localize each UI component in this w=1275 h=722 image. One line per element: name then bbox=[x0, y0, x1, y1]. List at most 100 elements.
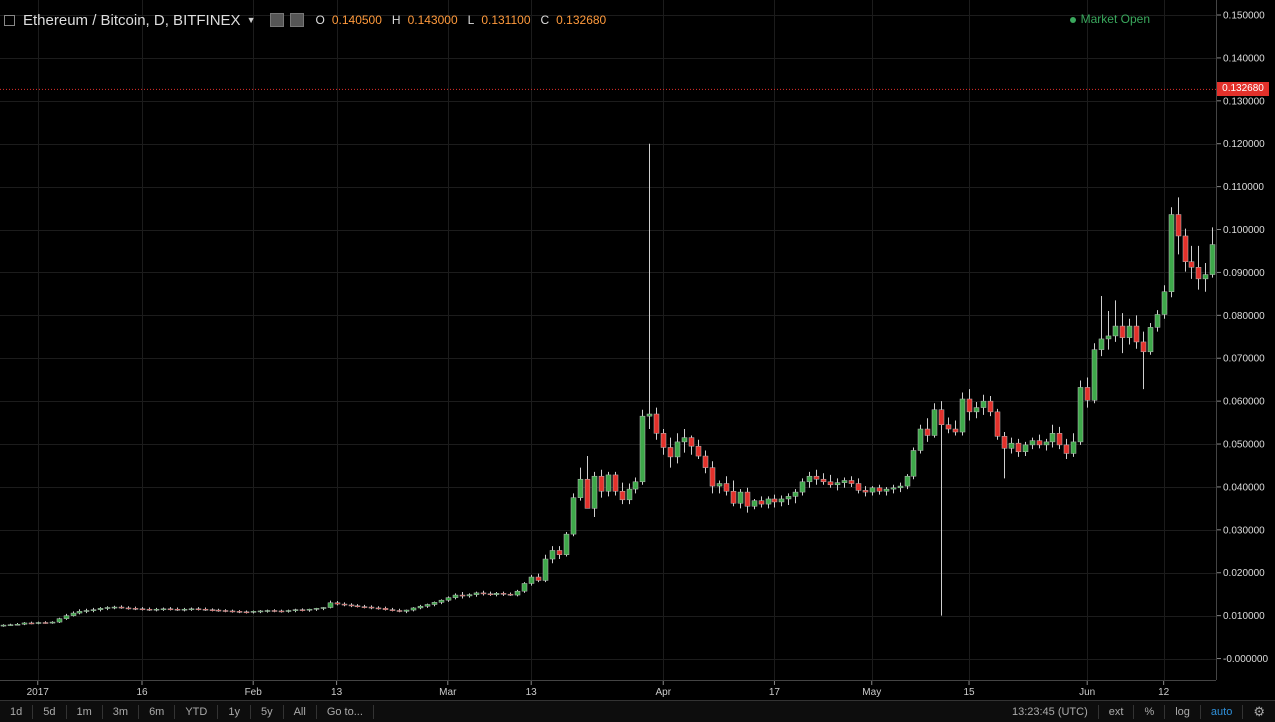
candle-body bbox=[396, 610, 403, 612]
range-5y-button[interactable]: 5y bbox=[251, 704, 284, 719]
candle-body bbox=[480, 592, 487, 595]
candle-body bbox=[883, 488, 890, 492]
candle-body bbox=[771, 498, 778, 503]
candle-body bbox=[334, 602, 341, 605]
candle-body bbox=[1029, 440, 1036, 446]
candle-body bbox=[0, 624, 7, 627]
candle-body bbox=[605, 474, 612, 492]
candle-body bbox=[674, 441, 681, 458]
candle-body bbox=[97, 608, 104, 610]
candle-body bbox=[876, 487, 883, 492]
collapse-legend-icon[interactable] bbox=[4, 14, 15, 26]
candle-body bbox=[980, 400, 987, 408]
candle-body bbox=[570, 497, 577, 535]
price-tick-label: 0.010000 bbox=[1223, 611, 1265, 622]
candle-body bbox=[1154, 314, 1161, 328]
gear-icon[interactable]: ⚙ bbox=[1242, 704, 1275, 719]
percent-toggle[interactable]: % bbox=[1133, 704, 1164, 719]
candle-body bbox=[855, 483, 862, 491]
candle-body bbox=[716, 483, 723, 487]
candle-body bbox=[361, 606, 368, 608]
candle-body bbox=[35, 622, 42, 624]
range-1d-button[interactable]: 1d bbox=[0, 704, 34, 719]
candle-body bbox=[271, 610, 278, 612]
ext-toggle[interactable]: ext bbox=[1097, 704, 1134, 719]
candle-body bbox=[424, 604, 431, 607]
candle-body bbox=[70, 612, 77, 616]
ohlc-high-value: 0.143000 bbox=[407, 13, 458, 27]
candle-body bbox=[1077, 387, 1084, 443]
candle-body bbox=[320, 607, 327, 609]
ohlc-close-label: C bbox=[540, 13, 550, 27]
candle-body bbox=[1202, 274, 1209, 280]
candle-body bbox=[626, 488, 633, 501]
candle-body bbox=[584, 478, 591, 509]
symbol-caret-down-icon[interactable]: ▼ bbox=[246, 15, 256, 25]
goto-date-button[interactable]: Go to... bbox=[317, 704, 374, 719]
candle-body bbox=[646, 413, 653, 417]
range-1m-button[interactable]: 1m bbox=[67, 704, 103, 719]
range-5d-button[interactable]: 5d bbox=[33, 704, 67, 719]
price-tick-label: 0.050000 bbox=[1223, 440, 1265, 451]
candle-body bbox=[834, 482, 841, 486]
candle-body bbox=[938, 409, 945, 425]
candle-body bbox=[799, 481, 806, 493]
candle-body bbox=[417, 605, 424, 609]
range-6m-button[interactable]: 6m bbox=[139, 704, 176, 719]
candle-body bbox=[250, 611, 257, 613]
price-tick-label: 0.090000 bbox=[1223, 268, 1265, 279]
candle-body bbox=[1182, 235, 1189, 262]
log-toggle[interactable]: log bbox=[1164, 704, 1200, 719]
time-tick-label: Apr bbox=[655, 687, 671, 698]
range-3m-button[interactable]: 3m bbox=[103, 704, 140, 719]
clock-display[interactable]: 13:23:45 (UTC) bbox=[1011, 705, 1088, 718]
candle-body bbox=[945, 424, 952, 430]
candle-body bbox=[591, 475, 598, 509]
candle-body bbox=[1195, 267, 1202, 280]
auto-scale-toggle[interactable]: auto bbox=[1199, 704, 1242, 719]
price-tick-label: 0.110000 bbox=[1223, 182, 1264, 193]
candle-body bbox=[792, 491, 799, 497]
price-tick-label: 0.130000 bbox=[1223, 96, 1265, 107]
candle-body bbox=[118, 606, 125, 609]
range-ytd-button[interactable]: YTD bbox=[175, 704, 219, 719]
candle-body bbox=[1126, 325, 1133, 338]
candle-body bbox=[466, 594, 473, 597]
candle-body bbox=[299, 609, 306, 611]
candle-body bbox=[660, 433, 667, 448]
time-axis[interactable]: 2017 16 Feb 13 Mar 13 Apr 17 May 15 Jun 12 bbox=[0, 680, 1216, 701]
candle-body bbox=[904, 475, 911, 487]
symbol-title[interactable]: Ethereum / Bitcoin, D, BITFINEX bbox=[23, 11, 241, 29]
candle-body bbox=[987, 400, 994, 413]
candle-body bbox=[285, 610, 292, 612]
candle-body bbox=[1161, 291, 1168, 315]
time-axis-svg: 2017 16 Feb 13 Mar 13 Apr 17 May 15 Jun 12 bbox=[27, 681, 1170, 698]
candle-body bbox=[931, 409, 938, 436]
market-open-dot-icon bbox=[1069, 16, 1076, 23]
price-tick-label: 0.030000 bbox=[1223, 525, 1265, 536]
price-axis[interactable]: 0.150000 0.140000 0.130000 0.120000 0.110000… bbox=[1216, 0, 1275, 680]
candle-body bbox=[500, 593, 507, 595]
candle-body bbox=[1175, 214, 1182, 237]
time-tick-label: 13 bbox=[526, 687, 538, 698]
range-1y-button[interactable]: 1y bbox=[218, 704, 251, 719]
candle-body bbox=[959, 398, 966, 433]
candle-body bbox=[28, 622, 35, 625]
candle-body bbox=[1147, 327, 1154, 353]
eye-icon[interactable] bbox=[269, 13, 284, 27]
candle-body bbox=[7, 624, 14, 626]
candle-body bbox=[890, 487, 897, 490]
settings-small-icon[interactable] bbox=[289, 13, 304, 27]
candle-body bbox=[222, 610, 229, 612]
candlestick-chart[interactable] bbox=[0, 0, 1275, 680]
candle-body bbox=[1022, 444, 1029, 453]
candle-body bbox=[90, 609, 97, 611]
candle-body bbox=[619, 490, 626, 501]
range-all-button[interactable]: All bbox=[284, 704, 317, 719]
market-status-text: Market Open bbox=[1080, 12, 1150, 26]
time-tick-label: Jun bbox=[1079, 687, 1095, 698]
ohlc-open-label: O bbox=[315, 13, 325, 27]
chart-pane[interactable]: Ethereum / Bitcoin, D, BITFINEX ▼ O 0.14… bbox=[0, 0, 1275, 680]
candle-body bbox=[1112, 325, 1119, 337]
candle-body bbox=[994, 411, 1001, 437]
